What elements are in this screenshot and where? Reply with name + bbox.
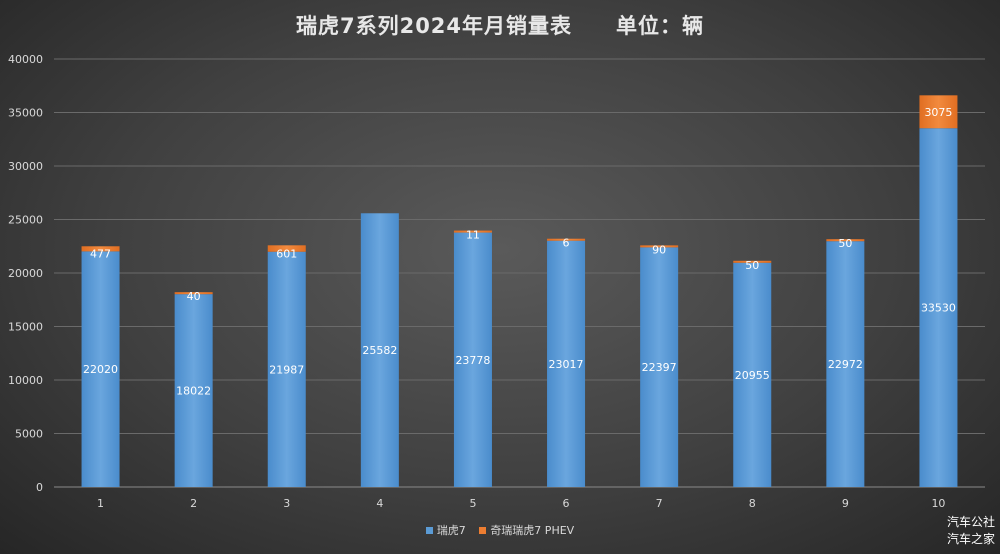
legend-item-series-1: 瑞虎7 (425, 522, 466, 538)
data-label-phev: 3075 (924, 106, 952, 119)
legend-item-series-2: 奇瑞瑞虎7 PHEV (479, 522, 574, 538)
bar-ruihu7 (826, 241, 865, 487)
bar-ruihu7 (919, 128, 958, 487)
x-tick-label: 5 (469, 497, 476, 510)
bar-ruihu7 (453, 232, 492, 487)
data-label-ruihu7: 25582 (362, 344, 397, 357)
bar-phev (174, 292, 213, 295)
y-tick-label: 40000 (8, 53, 43, 66)
y-tick-label: 5000 (15, 428, 43, 441)
data-label-ruihu7: 22397 (642, 361, 677, 374)
bar-phev (81, 246, 120, 252)
data-label-ruihu7: 22972 (828, 358, 863, 371)
y-tick-label: 25000 (8, 214, 43, 227)
bar-ruihu7 (81, 251, 120, 487)
bar-phev (733, 260, 772, 263)
legend-label-series-2: 奇瑞瑞虎7 PHEV (490, 524, 575, 537)
y-tick-label: 35000 (8, 107, 43, 120)
bar-phev (640, 245, 679, 248)
legend-label-series-1: 瑞虎7 (436, 524, 466, 537)
x-tick-label: 9 (842, 497, 849, 510)
data-label-phev: 90 (652, 243, 666, 256)
watermark-line-2: 汽车之家 (946, 532, 995, 546)
bar-phev (267, 245, 306, 252)
data-label-phev: 50 (838, 237, 852, 250)
bar-ruihu7 (733, 262, 772, 487)
watermark: 汽车公社 汽车之家 (947, 514, 995, 548)
bar-phev (547, 238, 586, 241)
data-label-ruihu7: 22020 (83, 363, 118, 376)
y-tick-label: 10000 (8, 374, 43, 387)
bar-ruihu7 (267, 251, 306, 487)
y-tick-label: 0 (36, 481, 43, 494)
x-tick-label: 7 (656, 497, 663, 510)
data-label-ruihu7: 23017 (549, 358, 584, 371)
bar-ruihu7 (360, 213, 399, 488)
bar-ruihu7 (547, 240, 586, 487)
chart-title-unit: 单位：辆 (616, 14, 705, 38)
data-label-ruihu7: 33530 (921, 302, 956, 315)
data-label-phev: 6 (563, 237, 570, 250)
data-label-phev: 477 (90, 247, 111, 260)
bar-ruihu7 (174, 294, 213, 487)
x-tick-label: 10 (931, 497, 945, 510)
x-tick-label: 6 (563, 497, 570, 510)
chart-title: 瑞虎7系列2024年月销量表 单位：辆 (0, 10, 1000, 40)
x-tick-label: 4 (376, 497, 383, 510)
x-tick-label: 2 (190, 497, 197, 510)
bar-ruihu7 (640, 247, 679, 487)
data-label-phev: 40 (187, 290, 201, 303)
y-tick-label: 20000 (8, 267, 43, 280)
y-tick-label: 30000 (8, 160, 43, 173)
bar-phev (453, 230, 492, 233)
data-label-phev: 11 (466, 229, 480, 242)
bar-phev (919, 95, 958, 129)
data-label-phev: 50 (745, 259, 759, 272)
x-tick-label: 8 (749, 497, 756, 510)
legend-swatch-series-1 (425, 526, 433, 534)
legend-swatch-series-2 (479, 526, 487, 534)
data-label-ruihu7: 20955 (735, 369, 770, 382)
x-tick-label: 3 (283, 497, 290, 510)
x-tick-label: 1 (97, 497, 104, 510)
data-label-ruihu7: 23778 (455, 354, 490, 367)
bar-phev (826, 239, 865, 242)
data-label-ruihu7: 18022 (176, 385, 211, 398)
y-tick-label: 15000 (8, 321, 43, 334)
chart-title-main: 瑞虎7系列2024年月销量表 (295, 14, 573, 38)
chart-legend: 瑞虎7 奇瑞瑞虎7 PHEV (0, 522, 1000, 538)
data-label-ruihu7: 21987 (269, 363, 304, 376)
data-label-phev: 601 (276, 248, 297, 261)
watermark-line-1: 汽车公社 (946, 515, 995, 529)
